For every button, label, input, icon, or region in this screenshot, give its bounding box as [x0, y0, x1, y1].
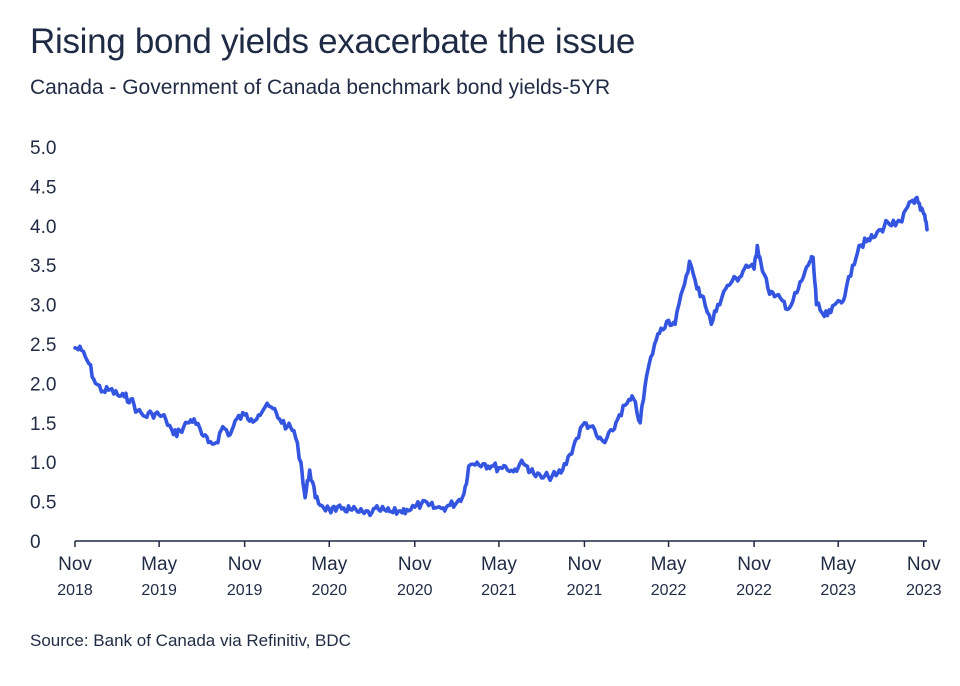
x-tick-year: 2022 — [651, 582, 687, 599]
x-tick-month: Nov — [568, 554, 602, 575]
y-tick-label: 4.5 — [30, 177, 56, 198]
y-tick-label: 3.5 — [30, 256, 56, 277]
x-tick-month: May — [820, 554, 856, 575]
y-tick-label: 5.0 — [30, 138, 56, 159]
chart-title: Rising bond yields exacerbate the issue — [30, 22, 636, 61]
x-tick-month: May — [311, 554, 347, 575]
y-axis-ticks: 0 0.5 1.0 1.5 2.0 2.5 3.0 3.5 4.0 4.5 5.0 — [30, 138, 56, 553]
y-tick-label: 1.5 — [30, 414, 56, 435]
y-tick-label: 0 — [30, 532, 41, 553]
y-tick-label: 3.0 — [30, 296, 56, 317]
y-tick-label: 2.0 — [30, 374, 56, 395]
series-line — [73, 195, 929, 518]
x-tick-month: Nov — [58, 554, 92, 575]
y-tick-label: 2.5 — [30, 335, 56, 356]
x-tick-year: 2020 — [397, 582, 433, 599]
y-tick-label: 0.5 — [30, 493, 56, 514]
x-tick-month: May — [141, 554, 177, 575]
x-tick-month: May — [651, 554, 687, 575]
x-tick-month: Nov — [398, 554, 432, 575]
x-tick-year: 2021 — [567, 582, 603, 599]
x-tick-year: 2020 — [311, 582, 347, 599]
x-tick-month: Nov — [737, 554, 771, 575]
x-tick-year: 2022 — [736, 582, 772, 599]
x-tick-month: May — [481, 554, 517, 575]
y-tick-label: 1.0 — [30, 453, 56, 474]
x-tick-year: 2018 — [57, 582, 93, 599]
x-tick-month: Nov — [907, 554, 941, 575]
chart-subtitle: Canada - Government of Canada benchmark … — [30, 76, 611, 99]
x-tick-year: 2023 — [820, 582, 856, 599]
x-tick-month: Nov — [228, 554, 262, 575]
x-axis-ticks: Nov 2018 May 2019 Nov 2019 May 2020 Nov 2020 May 20… — [57, 541, 942, 599]
x-tick-year: 2021 — [481, 582, 517, 599]
x-tick-year: 2019 — [227, 582, 263, 599]
x-tick-year: 2023 — [906, 582, 942, 599]
x-tick-year: 2019 — [141, 582, 177, 599]
y-tick-label: 4.0 — [30, 217, 56, 238]
source-note: Source: Bank of Canada via Refinitiv, BD… — [30, 631, 351, 650]
